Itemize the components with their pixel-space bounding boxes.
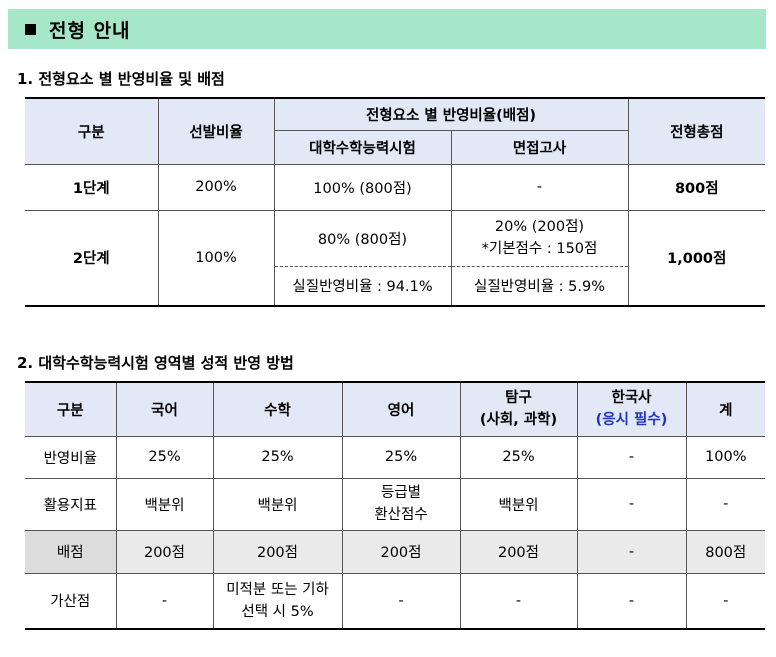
header-element-ratio: 전형요소 별 반영비율(배점) (273, 97, 629, 131)
stage2-interview: 20% (200점) *기본점수 : 150점 (450, 209, 629, 267)
index-sum: - (685, 477, 765, 531)
csat-reflection-table: 구분 국어 수학 영어 탐구 (사회, 과학) 한국사 (응시 필수) 계 반영… (25, 381, 765, 630)
section2-title: 2. 대학수학능력시험 영역별 성적 반영 방법 (17, 354, 294, 372)
stage2-interview-line1: 20% (200점) (494, 219, 585, 235)
index-english-line1: 등급별 (380, 485, 422, 501)
square-bullet-icon (25, 23, 36, 35)
header-total: 전형총점 (627, 97, 765, 165)
bonus-label: 가산점 (25, 572, 117, 630)
t2-header-sum: 계 (685, 381, 765, 437)
index-history: - (576, 477, 687, 531)
score-korean: 200점 (115, 529, 214, 574)
index-label: 활용지표 (25, 477, 117, 531)
stage2-ratio: 100% (157, 209, 275, 307)
t2-header-inquiry: 탐구 (사회, 과학) (459, 381, 578, 437)
ratio-history: - (576, 435, 687, 479)
ratio-math: 25% (212, 435, 343, 479)
ratio-sum: 100% (685, 435, 765, 479)
header-csat: 대학수학능력시험 (274, 129, 452, 165)
bonus-sum: - (685, 572, 765, 630)
index-english-line2: 환산점수 (374, 507, 428, 523)
t2-header-category: 구분 (25, 381, 117, 437)
score-label: 배점 (25, 529, 117, 574)
score-history: - (576, 529, 687, 574)
score-math: 200점 (212, 529, 343, 574)
header-interview: 면접고사 (450, 129, 628, 165)
header-category: 구분 (25, 97, 159, 165)
stage2-total: 1,000점 (627, 209, 765, 307)
banner-title: 전형 안내 (49, 19, 131, 42)
index-korean: 백분위 (115, 477, 214, 531)
ratio-label: 반영비율 (25, 435, 117, 479)
bonus-inquiry: - (459, 572, 578, 630)
bonus-korean: - (115, 572, 214, 630)
index-inquiry: 백분위 (459, 477, 578, 531)
bonus-math-line1: 미적분 또는 기하 (226, 581, 329, 598)
stage2-csat-actual: 실질반영비율 : 94.1% (274, 265, 452, 307)
score-inquiry: 200점 (459, 529, 578, 574)
stage1-ratio: 200% (157, 163, 275, 211)
index-math: 백분위 (212, 477, 343, 531)
bonus-math: 미적분 또는 기하 선택 시 5% (212, 572, 343, 630)
index-english: 등급별 환산점수 (341, 477, 461, 531)
stage2-label: 2단계 (25, 209, 159, 307)
selection-ratio-table: 구분 선발비율 전형요소 별 반영비율(배점) 전형총점 대학수학능력시험 면접… (25, 97, 765, 307)
stage1-label: 1단계 (25, 163, 159, 211)
t2-header-inquiry-line1: 탐구 (505, 390, 532, 407)
t2-header-korean: 국어 (115, 381, 214, 437)
stage2-csat: 80% (800점) (273, 209, 452, 267)
ratio-english: 25% (341, 435, 461, 479)
t2-header-math: 수학 (212, 381, 343, 437)
stage2-interview-actual: 실질반영비율 : 5.9% (450, 265, 628, 307)
section-banner: 전형 안내 (8, 9, 766, 49)
t2-header-inquiry-line2: (사회, 과학) (479, 412, 558, 429)
t2-header-history-line1: 한국사 (611, 390, 652, 407)
bonus-english: - (341, 572, 461, 630)
t2-header-history: 한국사 (응시 필수) (576, 381, 687, 437)
stage2-interview-line2: *기본점수 : 150점 (481, 241, 598, 257)
t2-header-english: 영어 (341, 381, 461, 437)
stage1-total: 800점 (627, 163, 765, 211)
bonus-history: - (576, 572, 687, 630)
ratio-inquiry: 25% (459, 435, 578, 479)
score-sum: 800점 (685, 529, 765, 574)
t2-header-history-line2: (응시 필수) (595, 412, 668, 429)
stage1-csat: 100% (800점) (273, 163, 452, 211)
header-selection-ratio: 선발비율 (157, 97, 275, 165)
ratio-korean: 25% (115, 435, 214, 479)
bonus-math-line2: 선택 시 5% (241, 603, 314, 620)
stage1-interview: - (450, 163, 629, 211)
section1-title: 1. 전형요소 별 반영비율 및 배점 (17, 70, 225, 88)
score-english: 200점 (341, 529, 461, 574)
